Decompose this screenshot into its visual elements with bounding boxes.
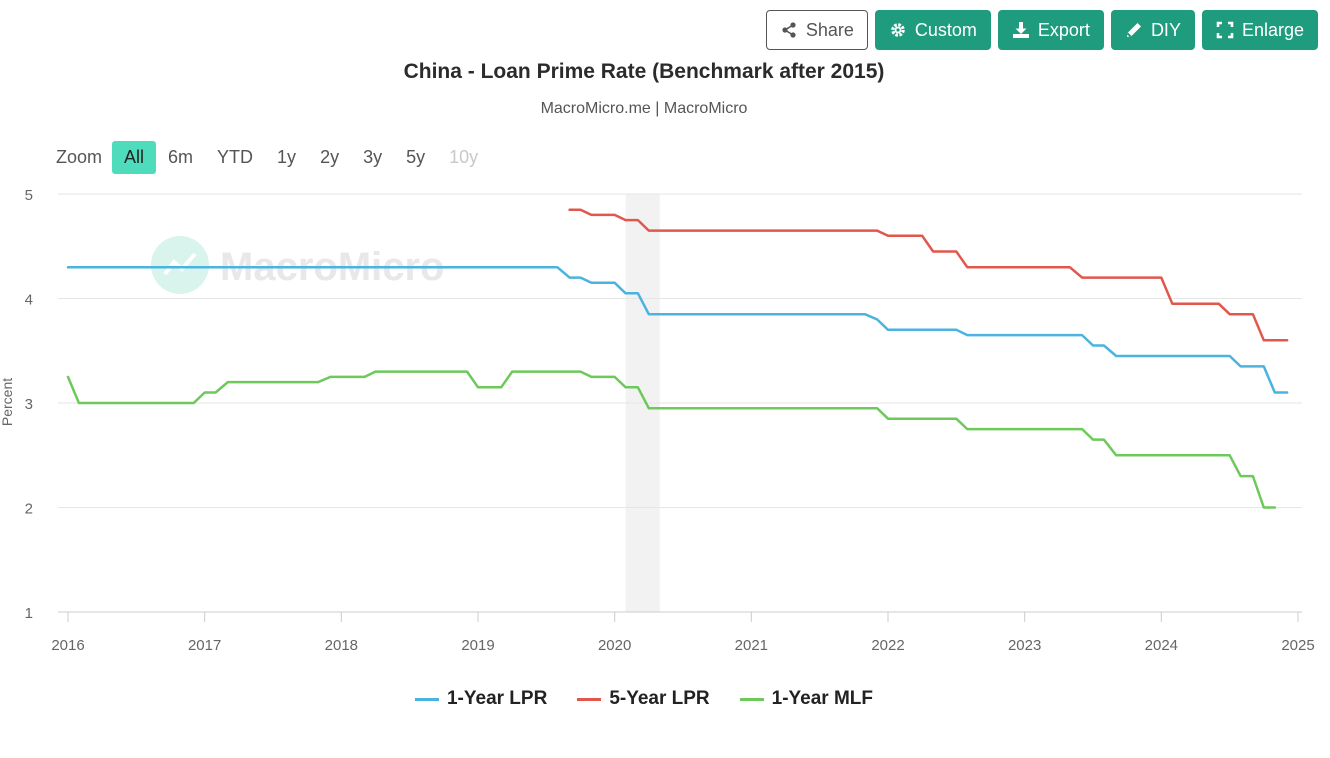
enlarge-button[interactable]: Enlarge (1201, 10, 1318, 50)
legend-label: 5-Year LPR (609, 688, 710, 709)
diy-button[interactable]: DIY (1110, 10, 1195, 50)
series-line-1-year-mlf[interactable] (66, 370, 1277, 509)
legend-swatch (414, 697, 439, 701)
zoom-5y-button[interactable]: 5y (406, 147, 426, 167)
zoom-all-button[interactable]: All (112, 141, 157, 174)
legend-item-1y-mlf[interactable]: 1-Year MLF (739, 688, 874, 710)
export-button[interactable]: Export (997, 10, 1104, 50)
legend-item-5y-lpr[interactable]: 5-Year LPR (577, 688, 710, 710)
legend-item-1y-lpr[interactable]: 1-Year LPR (414, 688, 548, 710)
zoom-1y-button[interactable]: 1y (277, 147, 297, 167)
diy-label: DIY (1150, 19, 1181, 40)
y-tick-label: 3 (25, 396, 33, 413)
enlarge-label: Enlarge (1241, 19, 1304, 40)
x-tick-label: 2025 (1281, 637, 1314, 654)
zoom-6m-button[interactable]: 6m (168, 147, 194, 167)
series-line-1-year-lpr[interactable] (66, 265, 1289, 394)
zoom-ytd-button[interactable]: YTD (217, 147, 254, 167)
expand-icon (1216, 21, 1234, 39)
chart-toolbar: Share Custom Export DIY Enlarge (765, 10, 1318, 50)
gear-icon (889, 21, 907, 39)
x-tick-label: 2018 (325, 637, 358, 654)
macromicro-watermark-logo: MacroMicro (151, 236, 445, 294)
custom-button[interactable]: Custom (874, 10, 991, 50)
share-icon (780, 21, 798, 39)
x-tick-label: 2021 (735, 637, 768, 654)
legend-label: 1-Year MLF (771, 688, 874, 709)
y-axis-title: Percent (0, 378, 15, 426)
y-tick-label: 4 (25, 292, 33, 309)
chart-legend: 1-Year LPR 5-Year LPR 1-Year MLF (0, 688, 1288, 710)
x-tick-label: 2017 (188, 637, 221, 654)
zoom-10y-button: 10y (449, 147, 479, 167)
export-label: Export (1037, 19, 1090, 40)
x-tick-label: 2024 (1145, 637, 1178, 654)
x-tick-label: 2019 (461, 637, 494, 654)
custom-label: Custom (914, 19, 977, 40)
x-tick-label: 2023 (1008, 637, 1041, 654)
zoom-label: Zoom (56, 147, 103, 167)
chart-title: China - Loan Prime Rate (Benchmark after… (403, 60, 885, 83)
download-icon (1012, 21, 1030, 39)
share-button[interactable]: Share (765, 10, 868, 50)
y-tick-label: 5 (25, 187, 33, 204)
zoom-3y-button[interactable]: 3y (363, 147, 383, 167)
zoom-selector: Zoom All 6m YTD 1y 2y 3y 5y 10y (56, 141, 490, 174)
legend-swatch (739, 697, 764, 701)
legend-label: 1-Year LPR (446, 688, 548, 709)
line-chart: MacroMicro 1 2 3 4 5 2016 2017 2018 2019 2020 202… (0, 187, 1315, 654)
pencil-icon (1125, 21, 1143, 39)
x-tick-label: 2016 (51, 637, 84, 654)
share-label: Share (805, 19, 854, 40)
zoom-2y-button[interactable]: 2y (320, 147, 340, 167)
y-tick-label: 1 (25, 605, 33, 622)
series-line-5-year-lpr[interactable] (568, 208, 1289, 342)
legend-swatch (577, 697, 602, 701)
x-tick-label: 2022 (871, 637, 904, 654)
x-tick-label: 2020 (598, 637, 631, 654)
chart-subtitle: MacroMicro.me | MacroMicro (540, 100, 748, 117)
y-tick-label: 2 (25, 501, 33, 518)
